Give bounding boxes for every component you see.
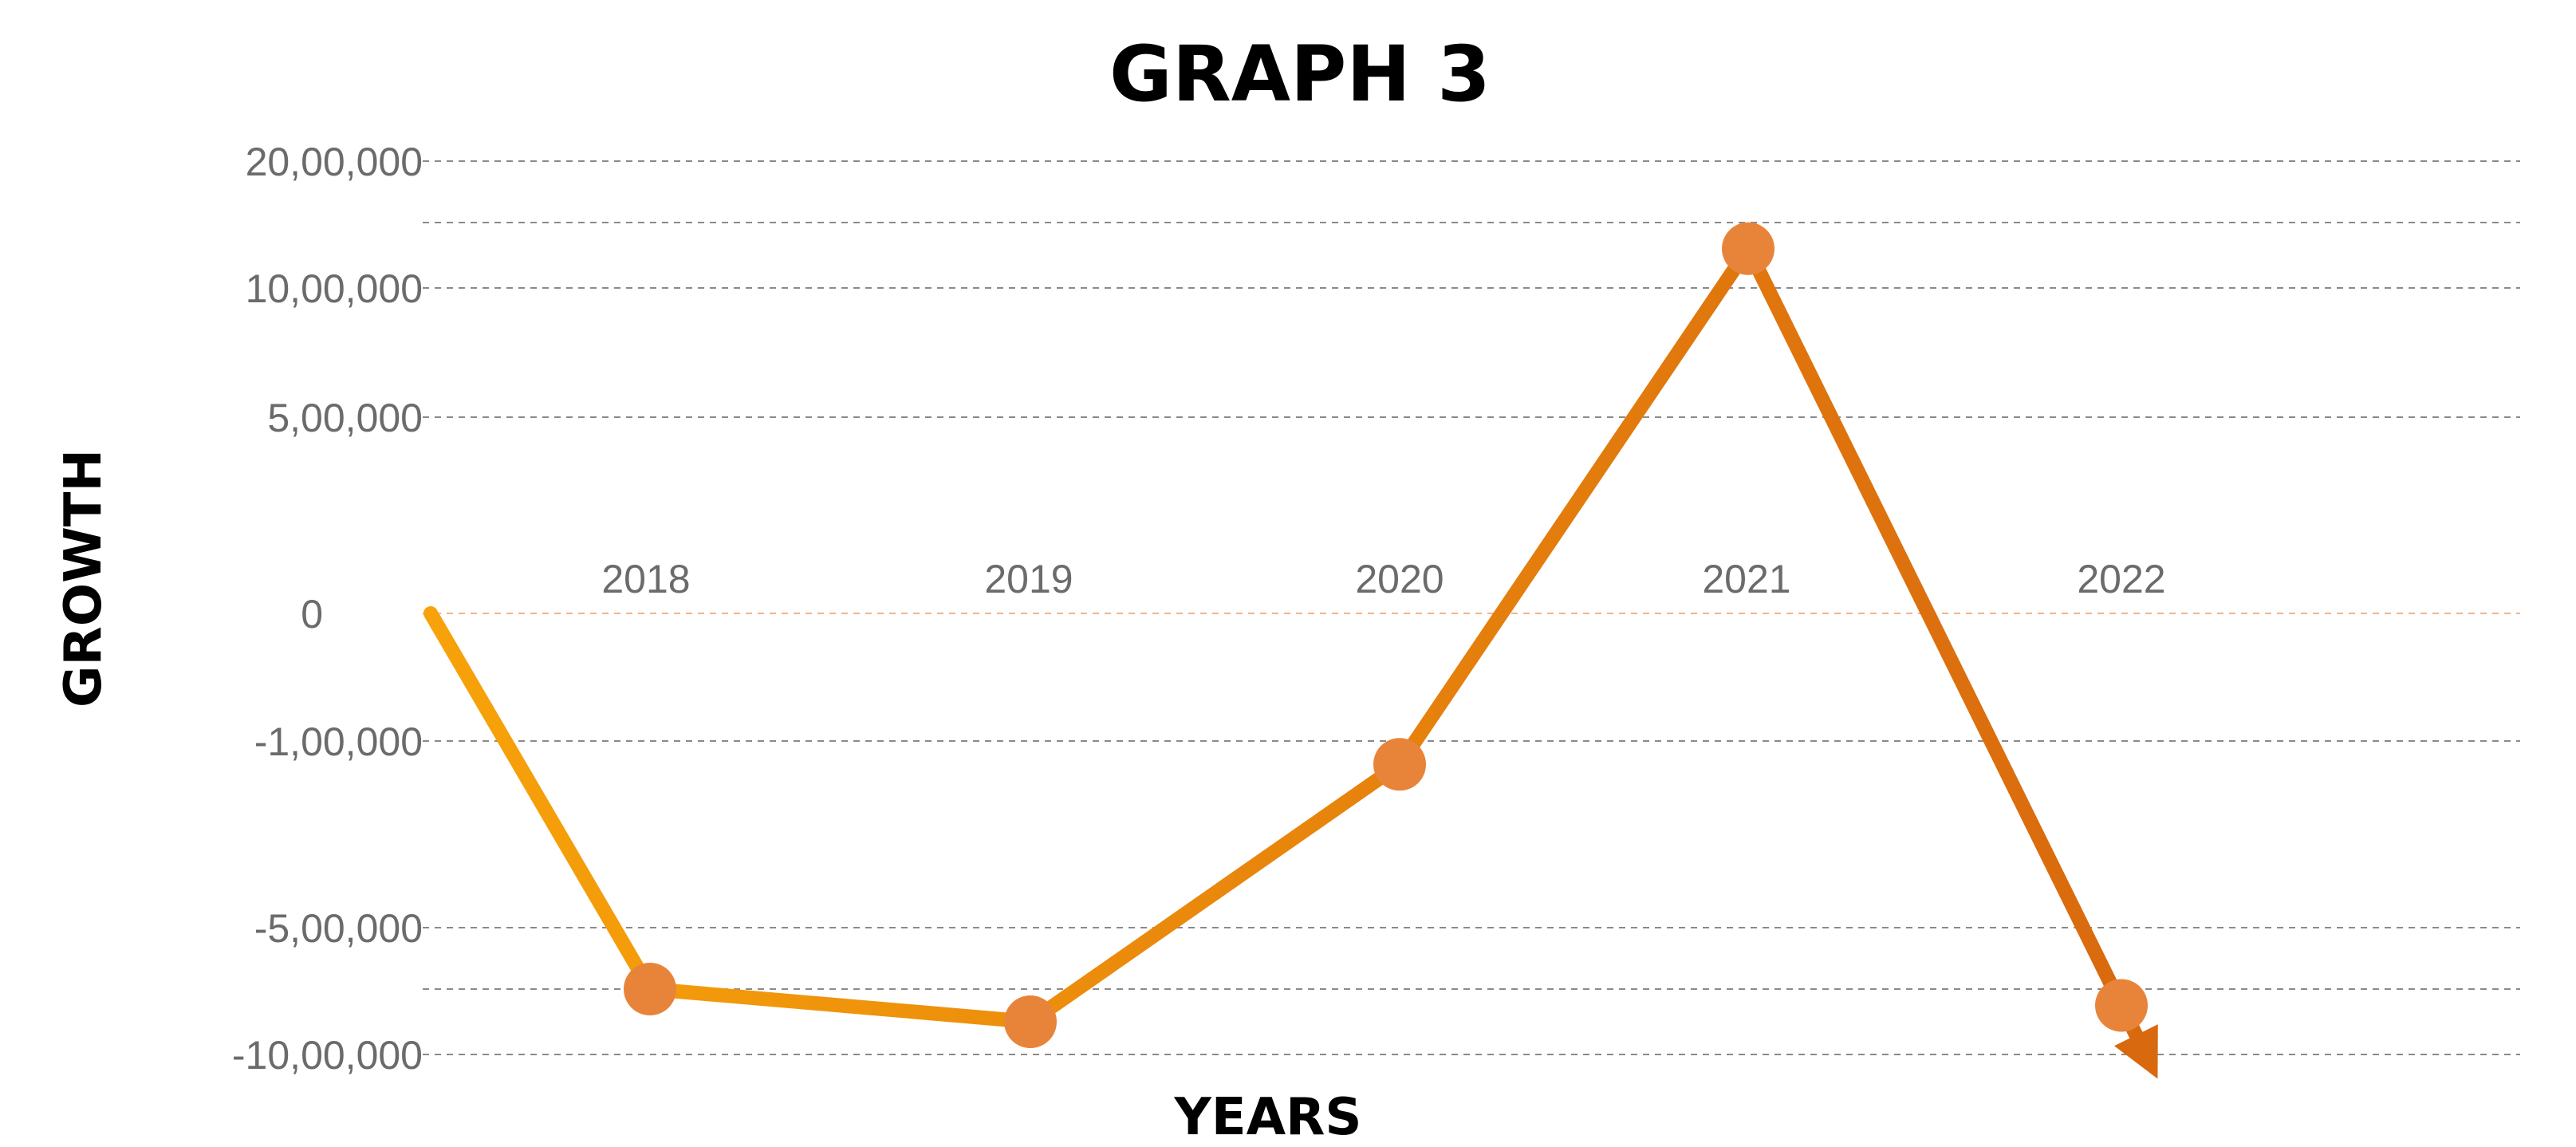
data-points — [624, 222, 2148, 1048]
y-tick-label: 5,00,000 — [267, 396, 423, 440]
y-tick-label: -10,00,000 — [232, 1033, 423, 1078]
x-category-label: 2022 — [2077, 557, 2165, 601]
y-tick-label: -1,00,000 — [254, 719, 423, 764]
data-point-2019 — [1004, 995, 1057, 1048]
y-tick-label: 20,00,000 — [246, 140, 423, 184]
data-point-2020 — [1373, 738, 1426, 791]
y-tick-label: 0 — [301, 592, 323, 637]
data-point-2022 — [2095, 979, 2148, 1032]
x-axis-category-labels: 2018 2019 2020 2021 2022 — [601, 557, 2165, 601]
data-point-2021 — [1722, 222, 1774, 275]
y-axis-tick-labels: 20,00,000 10,00,000 5,00,000 0 -1,00,000 -5,0… — [232, 140, 423, 1078]
y-tick-label: -5,00,000 — [254, 906, 423, 951]
gridlines — [423, 160, 2520, 1055]
series-line — [423, 241, 2158, 1079]
x-category-label: 2019 — [984, 557, 1073, 601]
x-category-label: 2018 — [601, 557, 690, 601]
chart-title: GRAPH 3 — [1109, 30, 1491, 119]
x-category-label: 2020 — [1355, 557, 1444, 601]
y-axis-title: GROWTH — [54, 449, 113, 708]
x-category-label: 2021 — [1702, 557, 1790, 601]
x-axis-title: YEARS — [1174, 1088, 1362, 1147]
data-point-2018 — [624, 963, 676, 1015]
y-tick-label: 10,00,000 — [246, 266, 423, 311]
